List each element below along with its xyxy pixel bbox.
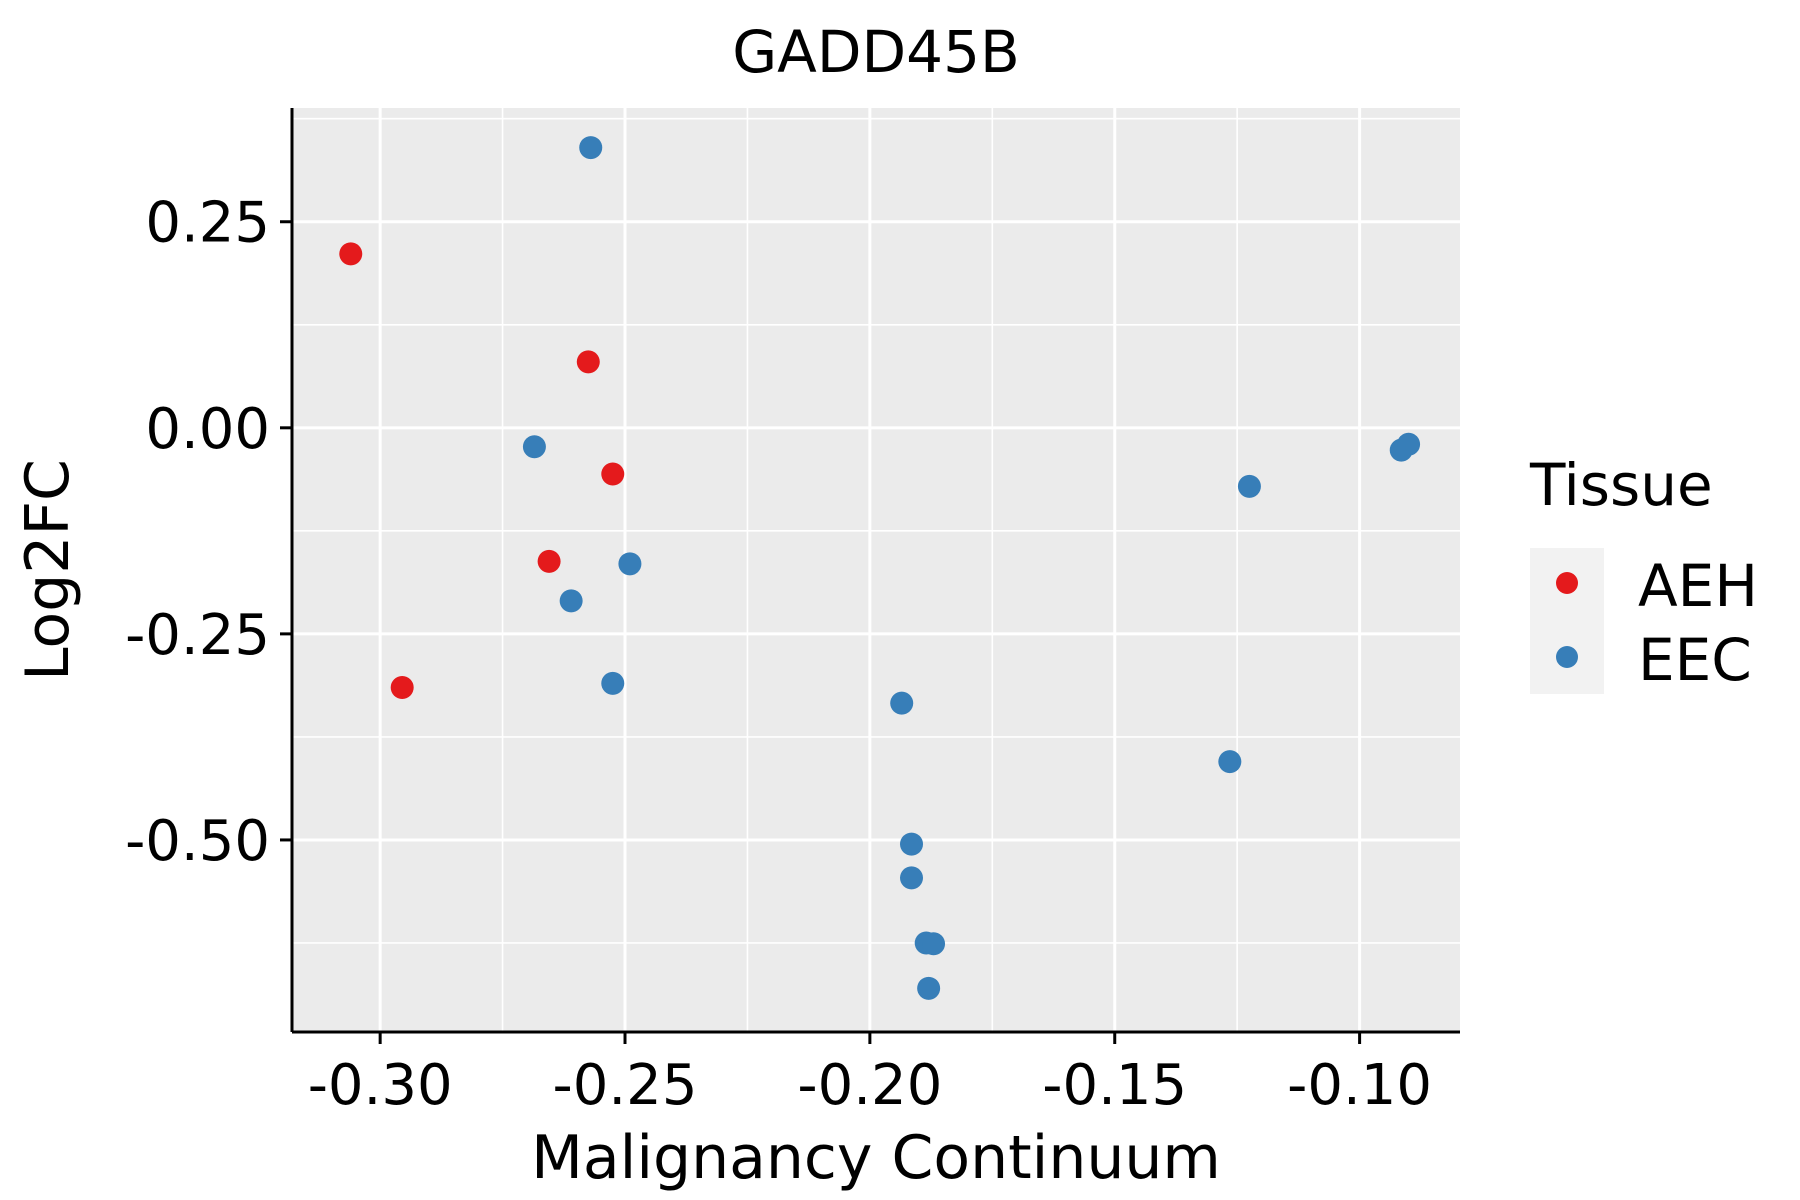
x-axis-title: Malignancy Continuum — [531, 1123, 1221, 1193]
legend-key-eec — [1556, 646, 1578, 668]
y-axis-ticks: 0.25 0.00 -0.25 -0.50 — [125, 191, 292, 874]
point-eec-2 — [618, 552, 642, 576]
legend-key-bg — [1530, 548, 1604, 694]
y-axis-title: Log2FC — [13, 459, 83, 681]
data-points — [339, 136, 1421, 1000]
x-tick-label-4: -0.10 — [1287, 1053, 1432, 1118]
legend-title: Tissue — [1529, 451, 1713, 519]
legend: Tissue AEH EEC — [1529, 451, 1758, 694]
x-tick-label-0: -0.30 — [308, 1053, 453, 1118]
point-eec-4 — [601, 671, 625, 695]
x-tick-label-1: -0.25 — [553, 1053, 698, 1118]
point-eec-14 — [1397, 432, 1421, 456]
point-aeh-0 — [339, 242, 363, 266]
point-aeh-2 — [576, 350, 600, 374]
plot-panel — [292, 108, 1460, 1032]
y-tick-label-2: -0.25 — [125, 603, 270, 668]
chart-title: GADD45B — [732, 18, 1020, 86]
y-tick-label-3: -0.50 — [125, 809, 270, 874]
point-eec-1 — [522, 435, 546, 459]
point-eec-11 — [1218, 750, 1242, 774]
point-eec-10 — [917, 976, 941, 1000]
point-eec-9 — [922, 932, 946, 956]
x-axis-ticks: -0.30 -0.25 -0.20 -0.15 -0.10 — [308, 1032, 1432, 1118]
grid-major — [292, 108, 1460, 1032]
x-tick-label-3: -0.15 — [1042, 1053, 1187, 1118]
grid-minor — [292, 108, 1460, 1032]
point-aeh-1 — [390, 675, 414, 699]
point-eec-5 — [890, 691, 914, 715]
y-tick-label-1: 0.00 — [145, 397, 270, 462]
legend-label-aeh: AEH — [1638, 552, 1758, 620]
point-eec-3 — [559, 589, 583, 613]
point-aeh-4 — [537, 549, 561, 573]
y-tick-label-0: 0.25 — [145, 191, 270, 256]
point-eec-7 — [900, 866, 924, 890]
x-tick-label-2: -0.20 — [797, 1053, 942, 1118]
point-eec-6 — [900, 832, 924, 856]
legend-label-eec: EEC — [1638, 626, 1752, 694]
legend-key-aeh — [1556, 572, 1578, 594]
point-eec-0 — [579, 136, 603, 160]
point-eec-12 — [1237, 474, 1261, 498]
point-aeh-3 — [601, 462, 625, 486]
